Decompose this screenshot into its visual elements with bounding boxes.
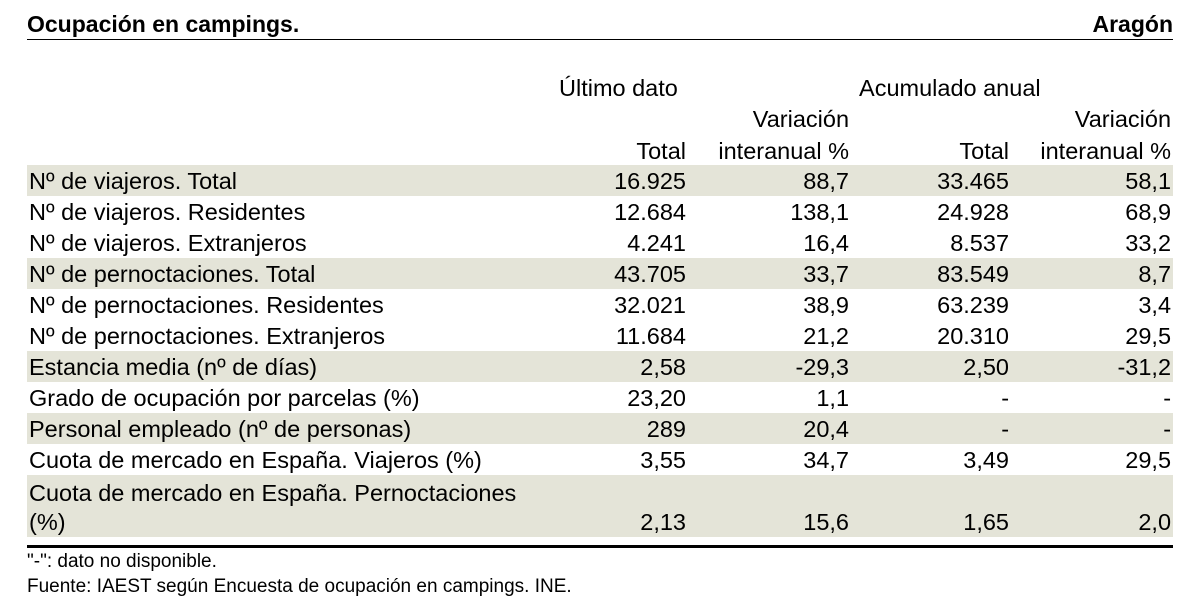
table-row: Estancia media (nº de días) 2,58 -29,3 2,50… [27, 351, 1174, 382]
cumulative-variation-cell: 33,2 [1125, 230, 1172, 256]
table-row: Nº de pernoctaciones. Residentes 32.021 38… [27, 289, 1173, 320]
cumulative-variation-cell: 68,9 [1125, 199, 1172, 225]
latest-total-cell: 2,13 [557, 475, 688, 537]
cumulative-variation-cell: - [1011, 413, 1174, 444]
corner-cell [27, 70, 557, 102]
latest-total-cell: 2,58 [557, 351, 688, 382]
row-label: Personal empleado (nº de personas) [27, 413, 557, 444]
cumulative-total-cell: - [1001, 385, 1010, 411]
group-header-row: Último dato Acumulado anual [27, 70, 1173, 102]
interannual-header-cumulative: interanual % [1040, 138, 1172, 164]
cumulative-variation-cell: 58,1 [1011, 165, 1174, 196]
cumulative-variation-cell: -31,2 [1011, 351, 1174, 382]
cumulative-total-cell: 20.310 [937, 323, 1010, 349]
cumulative-variation-cell: 3,4 [1138, 292, 1172, 318]
group-header-latest: Último dato [559, 75, 678, 101]
table-row: Nº de viajeros. Residentes 12.684 138,1 24.… [27, 196, 1173, 227]
total-header-latest: Total [636, 138, 686, 164]
cumulative-variation-cell: 29,5 [1125, 323, 1172, 349]
column-header-row: Total interanual % Total interanual % [27, 133, 1173, 165]
variation-header-cumulative: Variación [1074, 106, 1172, 132]
cumulative-total-cell: 8.537 [950, 230, 1010, 256]
latest-total-cell: 11.684 [615, 323, 686, 349]
latest-variation-cell: 15,6 [688, 475, 852, 537]
latest-total-cell: 289 [557, 413, 688, 444]
latest-total-cell: 3,55 [640, 447, 686, 473]
latest-total-cell: 43.705 [557, 258, 688, 289]
latest-total-cell: 32.021 [614, 292, 686, 318]
cumulative-total-cell: 33.465 [851, 165, 1012, 196]
row-label: Grado de ocupación por parcelas (%) [29, 385, 420, 411]
interannual-header-latest: interanual % [718, 138, 850, 164]
cumulative-variation-cell: - [1163, 385, 1172, 411]
cumulative-total-cell: 3,49 [963, 447, 1010, 473]
row-label: Estancia media (nº de días) [27, 351, 557, 382]
row-label: Nº de pernoctaciones. Residentes [29, 292, 384, 318]
table-row: Nº de viajeros. Extranjeros 4.241 16,4 8.53… [27, 227, 1173, 258]
cumulative-total-cell: 1,65 [851, 475, 1012, 537]
cumulative-total-cell: 24.928 [937, 199, 1010, 225]
latest-variation-cell: 20,4 [688, 413, 852, 444]
table-row: Cuota de mercado en España. Pernoctacion… [27, 475, 1174, 537]
cumulative-variation-cell: 29,5 [1125, 447, 1172, 473]
cumulative-variation-cell: 2,0 [1011, 475, 1174, 537]
latest-variation-cell: 1,1 [816, 385, 850, 411]
table-row: Nº de pernoctaciones. Extranjeros 11.684 2… [27, 320, 1173, 351]
table-row: Nº de viajeros. Total 16.925 88,7 33.465 58,… [27, 165, 1174, 196]
row-label: Nº de pernoctaciones. Total [27, 258, 557, 289]
total-header-cumulative: Total [959, 138, 1010, 164]
latest-variation-cell: 21,2 [803, 323, 850, 349]
latest-variation-cell: 138,1 [790, 199, 850, 225]
row-label: Cuota de mercado en España. Pernoctacion… [27, 475, 557, 537]
cumulative-total-cell: 2,50 [851, 351, 1012, 382]
table-row: Grado de ocupación por parcelas (%) 23,20… [27, 382, 1173, 413]
cumulative-total-cell: 83.549 [851, 258, 1012, 289]
page-title: Ocupación en campings. [27, 11, 300, 37]
source-note: Fuente: IAEST según Encuesta de ocupació… [27, 576, 572, 597]
latest-variation-cell: 34,7 [803, 447, 850, 473]
latest-total-cell: 4.241 [627, 230, 686, 256]
table-row: Personal empleado (nº de personas) 289 20,… [27, 413, 1174, 444]
latest-variation-cell: -29,3 [688, 351, 852, 382]
latest-variation-cell: 88,7 [688, 165, 852, 196]
row-label: Nº de pernoctaciones. Extranjeros [29, 323, 386, 349]
cumulative-variation-cell: 8,7 [1011, 258, 1174, 289]
table-bottom-rule [27, 545, 1173, 548]
latest-variation-cell: 38,9 [803, 292, 850, 318]
table-row: Cuota de mercado en España. Viajeros (%)… [27, 444, 1173, 475]
table-body: Nº de viajeros. Total 16.925 88,7 33.465 58,… [27, 165, 1174, 537]
cumulative-total-cell: - [851, 413, 1012, 444]
statistics-table: Último dato Acumulado anual Variación Va… [27, 70, 1174, 537]
variation-header-latest: Variación [752, 106, 850, 132]
title-bar: Ocupación en campings. Aragón [27, 6, 1173, 40]
unavailable-note: "-": dato no disponible. [27, 551, 217, 572]
group-header-cumulative: Acumulado anual [859, 75, 1041, 101]
latest-total-cell: 16.925 [557, 165, 688, 196]
latest-total-cell: 23,20 [627, 385, 686, 411]
latest-total-cell: 12.684 [614, 199, 686, 225]
row-label: Nº de viajeros. Total [27, 165, 557, 196]
row-label: Nº de viajeros. Extranjeros [29, 230, 307, 256]
latest-variation-cell: 33,7 [688, 258, 852, 289]
row-label: Cuota de mercado en España. Viajeros (%) [29, 447, 482, 473]
cumulative-total-cell: 63.239 [937, 292, 1010, 318]
region-label: Aragón [1092, 11, 1174, 37]
table-row: Nº de pernoctaciones. Total 43.705 33,7 83.… [27, 258, 1174, 289]
latest-variation-cell: 16,4 [803, 230, 850, 256]
variation-header-row: Variación Variación [27, 102, 1173, 133]
row-label: Nº de viajeros. Residentes [29, 199, 306, 225]
